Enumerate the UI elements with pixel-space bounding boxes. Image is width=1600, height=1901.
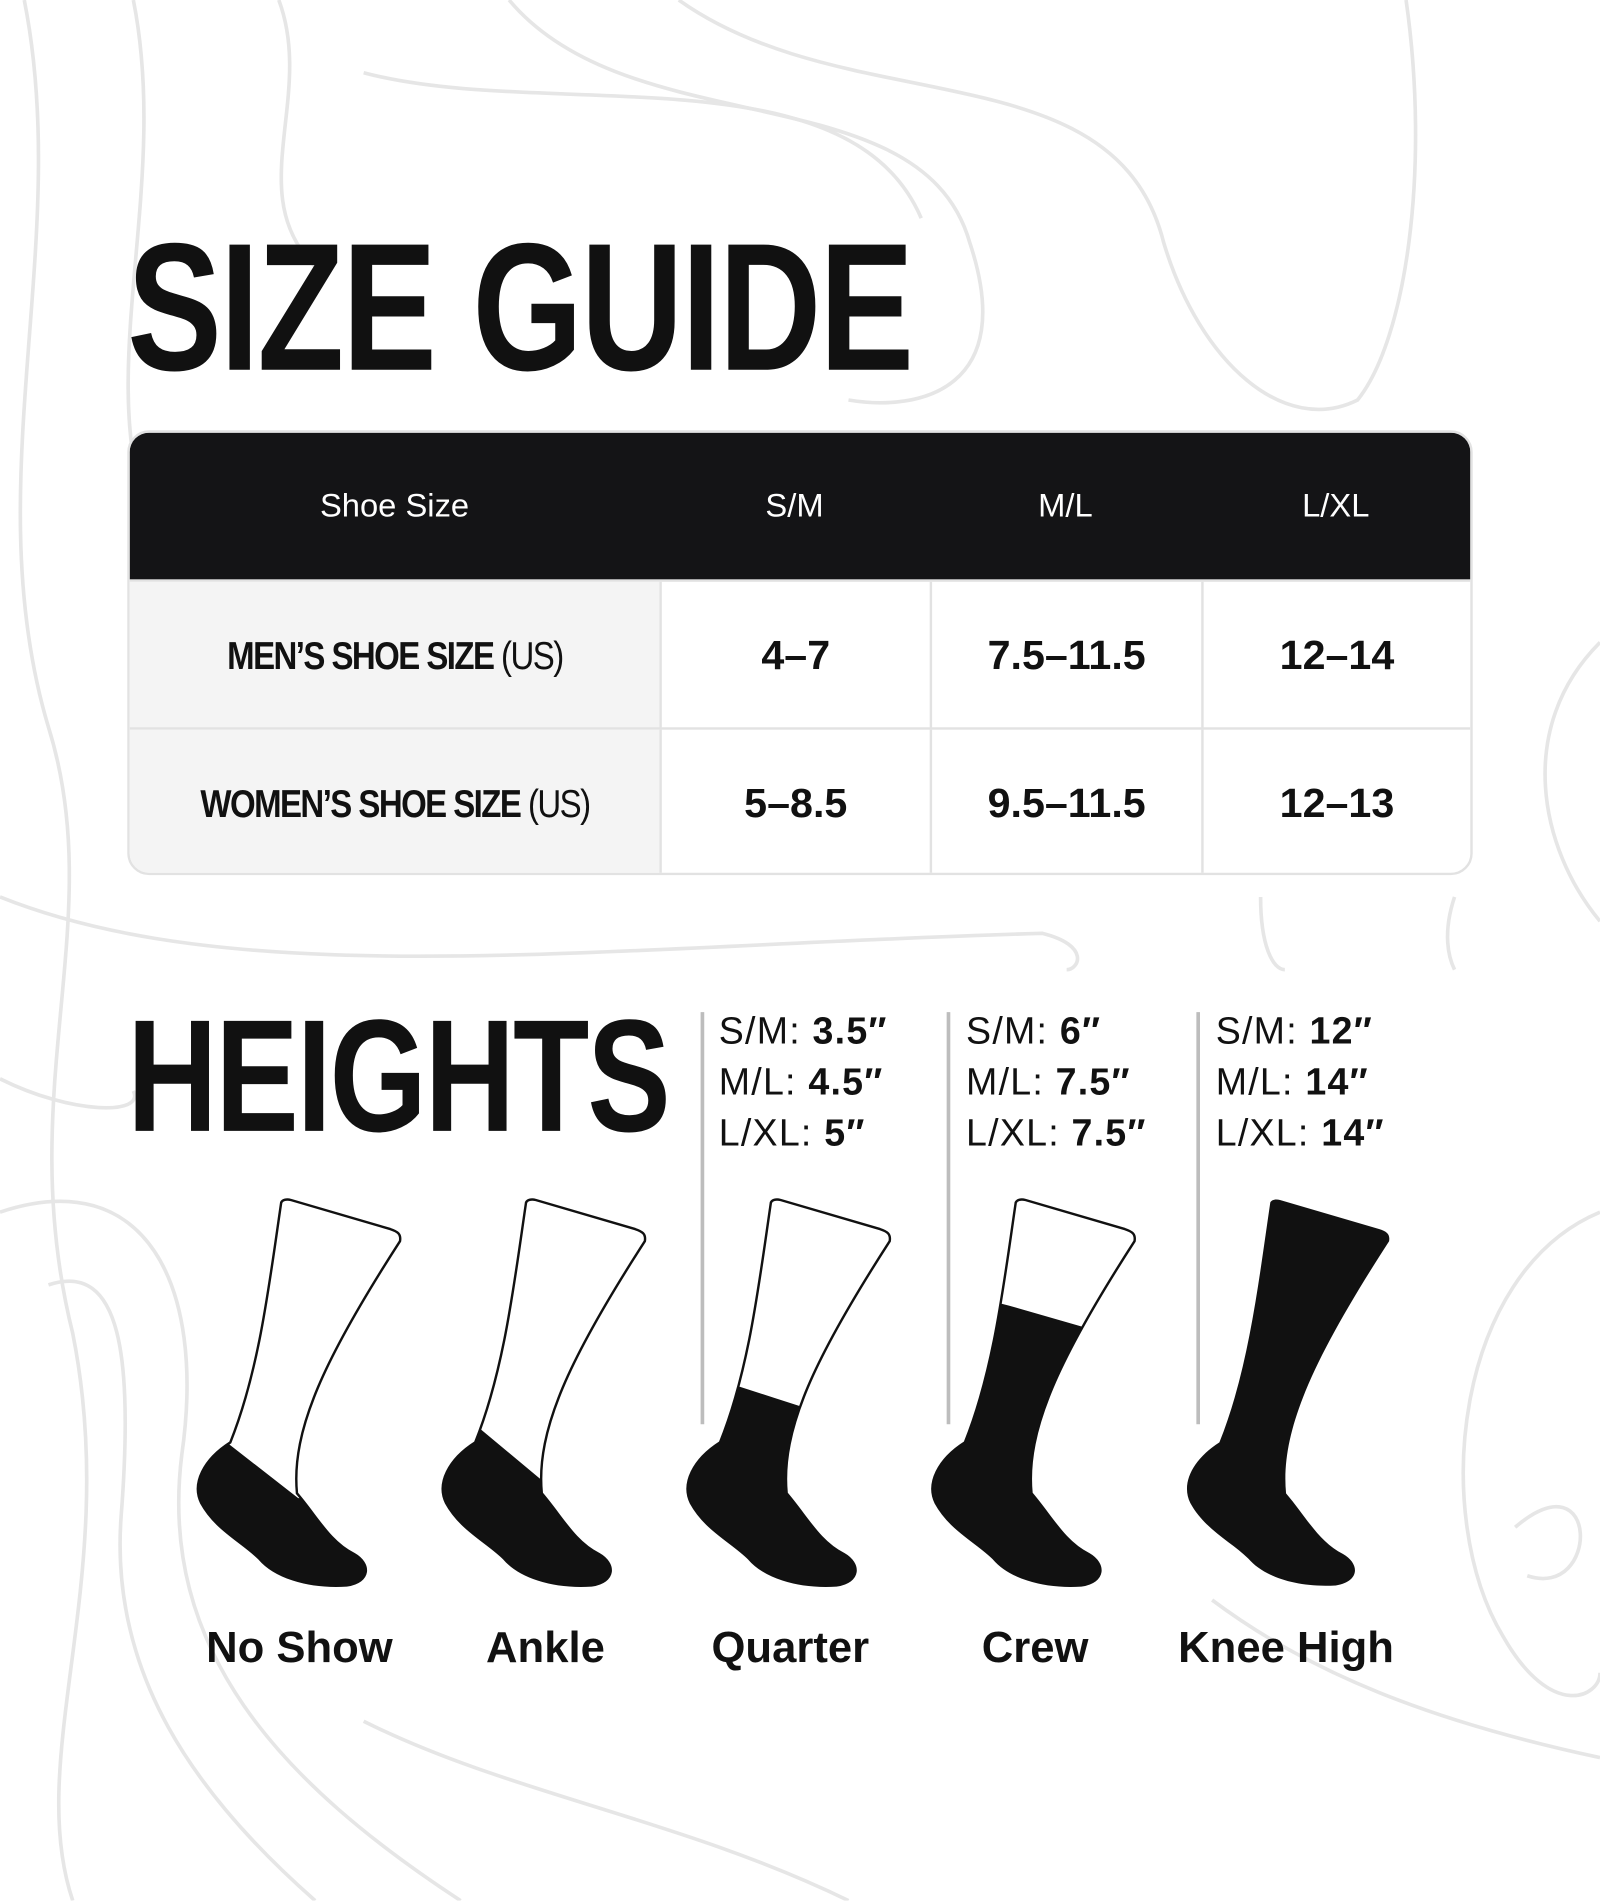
sock-crew-icon	[931, 1198, 1136, 1587]
cell-lxl: 12–14	[1201, 581, 1470, 730]
label-ankle: Ankle	[486, 1621, 605, 1672]
sock-no-show-icon	[196, 1198, 402, 1587]
height-group-knee-high: S/M: 12″ M/L: 14″ L/XL: 14″	[1215, 1009, 1385, 1154]
height-group-crew: S/M: 6″ M/L: 7.5″ L/XL: 7.5″	[966, 1009, 1147, 1154]
row-label: MEN’S SHOE SIZE (US)	[226, 633, 564, 677]
table-header: Shoe Size S/M M/L L/XL	[129, 432, 1471, 580]
row-label: WOMEN’S SHOE SIZE (US)	[199, 781, 591, 825]
cell-ml: 9.5–11.5	[929, 729, 1202, 873]
table-row-mens: MEN’S SHOE SIZE (US) 4–7 7.5–11.5 12–14	[129, 579, 1471, 730]
divider-line	[700, 1012, 705, 1425]
sock-ankle-icon	[441, 1198, 647, 1587]
label-quarter: Quarter	[711, 1621, 870, 1672]
divider-line	[946, 1012, 951, 1425]
label-knee-high: Knee High	[1178, 1621, 1394, 1672]
divider-line	[1196, 1012, 1200, 1425]
sock-knee-high-icon	[1186, 1199, 1390, 1586]
cell-sm: 5–8.5	[659, 729, 929, 873]
cell-ml: 7.5–11.5	[929, 581, 1202, 730]
cell-lxl: 12–13	[1201, 729, 1470, 873]
sock-quarter-icon	[686, 1198, 892, 1587]
header-ml: M/L	[1038, 487, 1093, 524]
label-no-show: No Show	[206, 1621, 393, 1672]
label-crew: Crew	[981, 1621, 1089, 1672]
header-shoe-size: Shoe Size	[319, 487, 470, 524]
row-label-cell: WOMEN’S SHOE SIZE (US)	[129, 729, 660, 873]
header-sm: S/M	[765, 487, 824, 524]
size-table: Shoe Size S/M M/L L/XL MEN’S SHOE SIZE (…	[127, 430, 1473, 876]
heights-title: HEIGHTS	[127, 986, 670, 1165]
row-label-cell: MEN’S SHOE SIZE (US)	[129, 581, 660, 730]
table-row-womens: WOMEN’S SHOE SIZE (US) 5–8.5 9.5–11.5 12…	[129, 727, 1471, 873]
page-title: SIZE GUIDE	[127, 204, 914, 409]
header-lxl: L/XL	[1302, 487, 1370, 524]
height-group-quarter: S/M: 3.5″ M/L: 4.5″ L/XL: 5″	[718, 1009, 888, 1154]
cell-sm: 4–7	[659, 581, 929, 730]
